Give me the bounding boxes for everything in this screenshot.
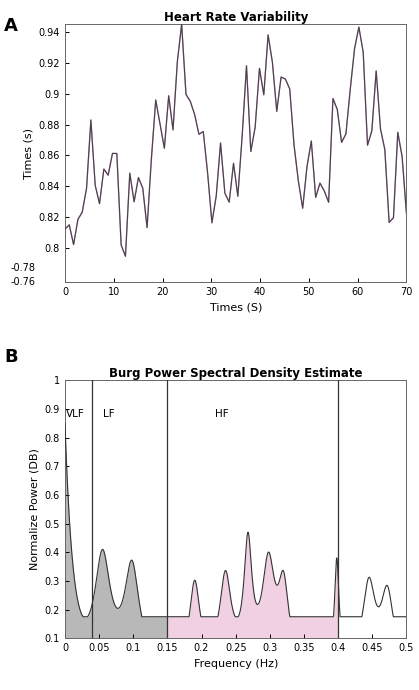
Text: HF: HF: [215, 409, 229, 420]
Text: -0.78: -0.78: [11, 263, 36, 273]
Text: B: B: [4, 348, 18, 366]
X-axis label: Frequency (Hz): Frequency (Hz): [194, 659, 278, 669]
Text: A: A: [4, 17, 18, 35]
Title: Heart Rate Variability: Heart Rate Variability: [163, 11, 308, 24]
Text: VLF: VLF: [66, 409, 85, 420]
Text: LF: LF: [103, 409, 114, 420]
Y-axis label: Times (s): Times (s): [23, 128, 33, 179]
Title: Burg Power Spectral Density Estimate: Burg Power Spectral Density Estimate: [109, 367, 362, 380]
Y-axis label: Normalize Power (DB): Normalize Power (DB): [29, 448, 39, 570]
Text: -0.76: -0.76: [11, 277, 36, 287]
X-axis label: Times (S): Times (S): [210, 303, 262, 313]
